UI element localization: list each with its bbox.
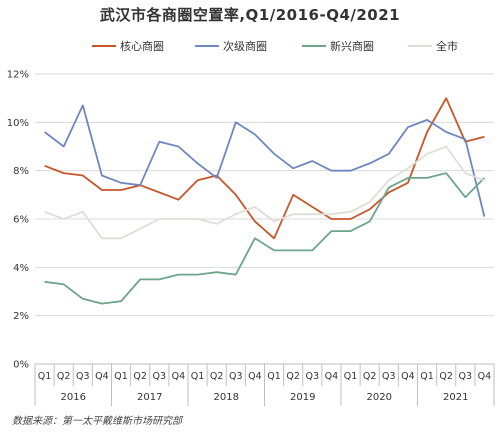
x-axis: Q1 Q2 Q3 Q4 Q1 Q2 Q3 Q4 Q1 Q2 Q3 Q4 Q1 Q2 Q3 Q4 Q1 Q2 Q3 Q4… [34,363,495,406]
x-tick-year: 2021 [443,392,468,403]
gridlines [35,73,494,365]
x-tick-quarter: Q2 [210,371,224,382]
x-tick-quarter: Q3 [229,371,243,382]
y-tick-label: 8% [13,166,29,177]
y-tick-label: 2% [13,311,29,322]
legend-label: 核心商圈 [120,39,164,53]
x-tick-quarter: Q2 [133,371,147,382]
y-tick-label: 6% [13,215,29,226]
y-tick-label: 10% [7,118,29,129]
x-tick-quarter: Q1 [420,371,434,382]
y-axis: 0% 2% 4% 6% 8% 10% 12% [7,70,29,371]
legend-label: 全市 [436,39,458,53]
x-tick-quarter: Q4 [95,371,109,382]
x-tick-year: 2017 [137,392,162,403]
y-tick-label: 12% [7,70,29,81]
y-tick-label: 4% [13,263,29,274]
x-tick-quarter: Q4 [325,371,339,382]
legend-label: 新兴商圈 [330,39,374,53]
x-tick-quarter: Q3 [459,371,473,382]
source-note: 数据来源：第一太平戴维斯市场研究部 [12,416,182,427]
x-tick-year: 2019 [290,392,315,403]
legend-label: 次级商圈 [223,39,267,53]
x-tick-quarter: Q4 [172,371,186,382]
x-tick-quarter: Q1 [191,371,205,382]
x-tick-quarter: Q3 [76,371,90,382]
x-tick-quarter: Q2 [286,371,300,382]
x-tick-year: 2020 [367,392,392,403]
x-tick-quarter: Q3 [153,371,167,382]
x-tick-quarter: Q4 [401,371,415,382]
series-line-2 [44,104,486,217]
x-tick-quarter: Q4 [478,371,492,382]
series-line-1 [44,97,485,240]
x-tick-quarter: Q1 [114,371,128,382]
x-tick-quarter: Q1 [38,371,52,382]
x-tick-quarter: Q1 [267,371,281,382]
x-tick-quarter: Q4 [248,371,262,382]
x-tick-year: 2018 [214,392,239,403]
x-tick-quarter: Q2 [439,371,453,382]
series-lines [44,97,486,305]
y-tick-label: 0% [13,360,29,371]
x-tick-year: 2016 [61,392,86,403]
x-tick-quarter: Q2 [363,371,377,382]
x-tick-quarter: Q2 [57,371,71,382]
series-line-4 [44,145,485,240]
x-tick-quarter: Q1 [344,371,358,382]
chart-title: 武汉市各商圈空置率,Q1/2016-Q4/2021 [99,6,401,24]
x-tick-quarter: Q3 [382,371,396,382]
x-tick-quarter: Q3 [306,371,320,382]
legend: 核心商圈 次级商圈 新兴商圈 全市 [92,39,458,53]
series-line-3 [44,172,486,305]
